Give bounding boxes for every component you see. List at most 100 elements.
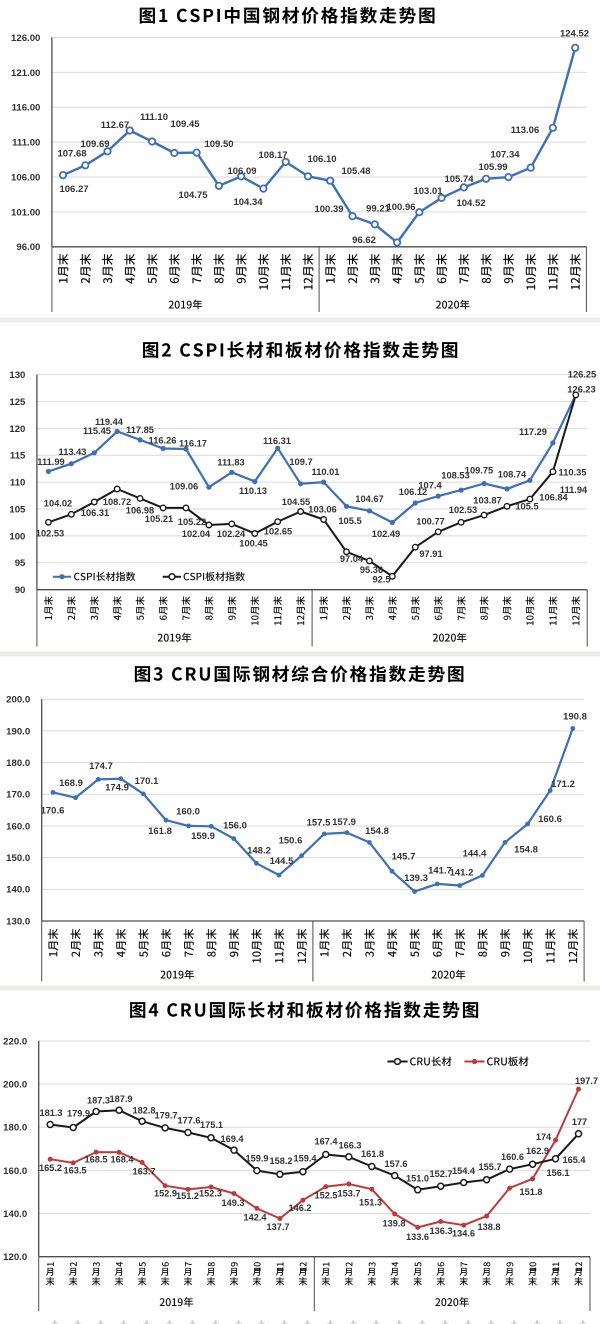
svg-text:107.68: 107.68 bbox=[57, 149, 86, 160]
svg-text:155.7: 155.7 bbox=[479, 1162, 502, 1172]
svg-text:111.83: 111.83 bbox=[217, 458, 244, 468]
svg-text:126.25: 126.25 bbox=[568, 370, 596, 380]
svg-text:133.6: 133.6 bbox=[406, 1232, 429, 1242]
svg-text:103.01: 103.01 bbox=[413, 186, 443, 197]
svg-text:108.53: 108.53 bbox=[441, 471, 469, 481]
svg-text:179.9: 179.9 bbox=[67, 1109, 90, 1119]
svg-text:108.74: 108.74 bbox=[498, 470, 527, 480]
svg-text:106.00: 106.00 bbox=[11, 172, 40, 183]
svg-text:160.6: 160.6 bbox=[501, 1152, 524, 1162]
svg-text:187.9: 187.9 bbox=[110, 1094, 133, 1104]
svg-text:152.7: 152.7 bbox=[430, 1169, 453, 1179]
svg-text:104.67: 104.67 bbox=[355, 494, 383, 504]
svg-text:163.5: 163.5 bbox=[64, 1166, 87, 1176]
svg-text:121.00: 121.00 bbox=[11, 68, 40, 79]
svg-text:124.52: 124.52 bbox=[560, 29, 589, 40]
svg-text:134.6: 134.6 bbox=[452, 1229, 475, 1239]
svg-text:101.00: 101.00 bbox=[11, 207, 40, 218]
svg-text:179.7: 179.7 bbox=[155, 1111, 178, 1121]
svg-text:100.96: 100.96 bbox=[386, 202, 415, 213]
svg-text:158.2: 158.2 bbox=[270, 1156, 293, 1166]
svg-text:160.0: 160.0 bbox=[3, 1166, 27, 1177]
svg-text:152.9: 152.9 bbox=[154, 1189, 177, 1199]
svg-text:103.06: 103.06 bbox=[308, 505, 336, 515]
svg-text:162.9: 162.9 bbox=[526, 1146, 549, 1156]
svg-text:138.8: 138.8 bbox=[478, 1222, 501, 1232]
svg-text:105.99: 105.99 bbox=[478, 162, 507, 173]
svg-text:102.53: 102.53 bbox=[36, 529, 64, 539]
svg-text:102.53: 102.53 bbox=[449, 505, 477, 515]
svg-text:95: 95 bbox=[15, 558, 26, 569]
svg-text:95.36: 95.36 bbox=[360, 565, 383, 575]
svg-text:154.8: 154.8 bbox=[365, 826, 389, 837]
svg-text:167.4: 167.4 bbox=[315, 1137, 339, 1147]
svg-text:106.31: 106.31 bbox=[81, 508, 109, 518]
svg-text:106.27: 106.27 bbox=[59, 184, 88, 195]
svg-text:170.6: 170.6 bbox=[41, 806, 65, 817]
svg-text:100: 100 bbox=[9, 531, 25, 542]
svg-text:97.91: 97.91 bbox=[419, 549, 442, 559]
svg-text:116.00: 116.00 bbox=[12, 103, 41, 114]
svg-text:168.5: 168.5 bbox=[85, 1155, 108, 1165]
svg-text:107.4: 107.4 bbox=[418, 481, 442, 491]
svg-text:108.72: 108.72 bbox=[103, 497, 131, 507]
svg-text:157.9: 157.9 bbox=[332, 817, 356, 828]
svg-text:126.23: 126.23 bbox=[567, 385, 595, 395]
svg-text:109.45: 109.45 bbox=[170, 119, 200, 130]
svg-text:100.45: 100.45 bbox=[239, 539, 267, 549]
svg-text:102.49: 102.49 bbox=[372, 529, 400, 539]
svg-text:168.4: 168.4 bbox=[111, 1155, 135, 1165]
svg-text:117.29: 117.29 bbox=[519, 427, 547, 437]
svg-text:90: 90 bbox=[15, 585, 26, 596]
svg-text:92.5: 92.5 bbox=[372, 575, 390, 585]
svg-text:105.21: 105.21 bbox=[145, 514, 173, 524]
svg-text:161.8: 161.8 bbox=[361, 1149, 384, 1159]
svg-text:142.4: 142.4 bbox=[244, 1213, 268, 1223]
svg-text:109.75: 109.75 bbox=[465, 466, 493, 476]
svg-text:111.99: 111.99 bbox=[37, 457, 64, 467]
svg-text:96.62: 96.62 bbox=[352, 235, 376, 246]
svg-text:165.4: 165.4 bbox=[563, 1155, 587, 1165]
svg-text:136.3: 136.3 bbox=[430, 1226, 453, 1236]
svg-text:177.6: 177.6 bbox=[178, 1116, 201, 1126]
svg-text:152.3: 152.3 bbox=[199, 1189, 222, 1199]
svg-text:125: 125 bbox=[9, 397, 26, 408]
svg-text:152.5: 152.5 bbox=[315, 1191, 338, 1201]
svg-text:181.3: 181.3 bbox=[40, 1108, 63, 1118]
svg-text:160.6: 160.6 bbox=[538, 814, 562, 825]
svg-text:148.2: 148.2 bbox=[247, 846, 271, 857]
svg-text:163.7: 163.7 bbox=[133, 1167, 156, 1177]
svg-text:109.06: 109.06 bbox=[170, 482, 198, 492]
svg-text:104.52: 104.52 bbox=[456, 198, 485, 209]
svg-text:175.1: 175.1 bbox=[200, 1120, 223, 1130]
svg-text:105.22: 105.22 bbox=[178, 517, 206, 527]
svg-text:111.00: 111.00 bbox=[12, 138, 40, 149]
svg-text:130: 130 bbox=[9, 370, 25, 381]
svg-text:151.0: 151.0 bbox=[406, 1174, 429, 1184]
svg-text:156.0: 156.0 bbox=[223, 821, 247, 832]
svg-text:100.39: 100.39 bbox=[314, 204, 343, 215]
svg-text:159.9: 159.9 bbox=[246, 1154, 269, 1164]
svg-text:102.24: 102.24 bbox=[217, 529, 246, 539]
svg-text:116.26: 116.26 bbox=[149, 436, 177, 446]
svg-text:151.3: 151.3 bbox=[359, 1198, 382, 1208]
svg-text:160.0: 160.0 bbox=[176, 807, 200, 818]
svg-text:177: 177 bbox=[572, 1117, 587, 1127]
svg-text:104.34: 104.34 bbox=[233, 197, 263, 208]
svg-text:104.55: 104.55 bbox=[282, 497, 310, 507]
svg-text:110: 110 bbox=[10, 478, 25, 489]
svg-text:200.0: 200.0 bbox=[3, 1080, 27, 1091]
svg-text:106.98: 106.98 bbox=[126, 506, 154, 516]
svg-text:104.02: 104.02 bbox=[44, 499, 72, 509]
svg-text:170.1: 170.1 bbox=[135, 776, 159, 787]
svg-text:150.6: 150.6 bbox=[279, 836, 303, 847]
svg-text:112.67: 112.67 bbox=[101, 120, 130, 131]
svg-text:154.4: 154.4 bbox=[452, 1166, 476, 1176]
svg-text:157.6: 157.6 bbox=[385, 1159, 408, 1169]
svg-text:144.5: 144.5 bbox=[270, 856, 294, 867]
svg-text:109.69: 109.69 bbox=[80, 139, 109, 150]
svg-text:109.50: 109.50 bbox=[204, 139, 233, 150]
svg-text:174.9: 174.9 bbox=[105, 783, 129, 794]
svg-text:117.85: 117.85 bbox=[126, 425, 154, 435]
svg-text:111.94: 111.94 bbox=[560, 485, 588, 495]
